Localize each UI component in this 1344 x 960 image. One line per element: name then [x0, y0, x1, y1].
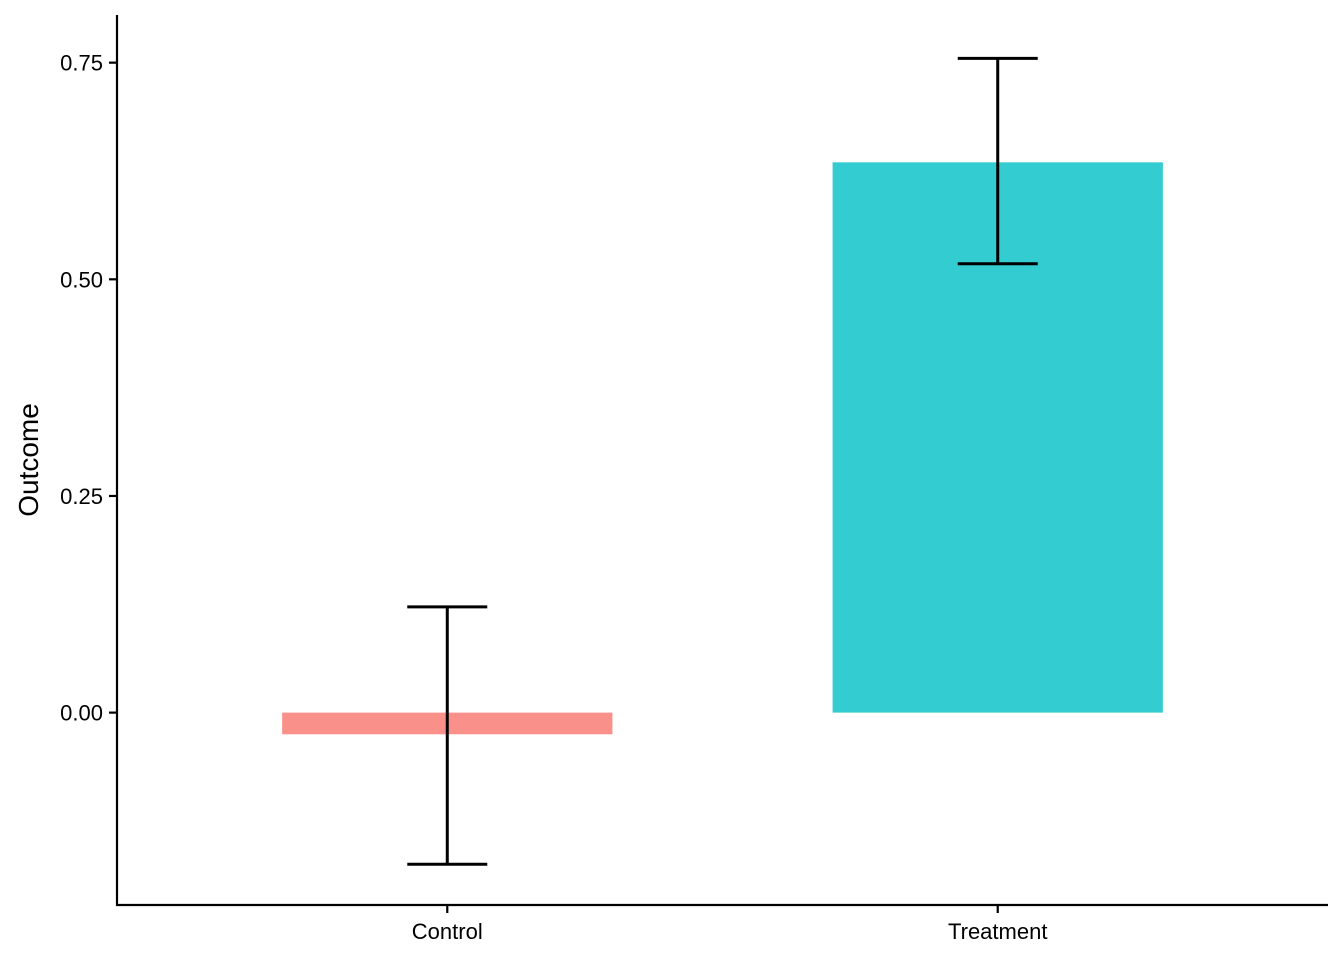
y-tick-label: 0.00	[60, 701, 103, 726]
x-tick-label: Treatment	[948, 919, 1047, 944]
axes-layer	[109, 15, 1328, 913]
y-tick-label: 0.25	[60, 484, 103, 509]
y-tick-label: 0.50	[60, 267, 103, 292]
error-bars-layer	[407, 56, 1038, 866]
y-tick-label: 0.75	[60, 51, 103, 76]
bars-layer	[282, 162, 1163, 735]
labels-layer: Outcome 0.00 0.25 0.50 0.75 Control Treatment	[13, 51, 1047, 944]
x-tick-label: Control	[412, 919, 483, 944]
y-axis-title: Outcome	[13, 403, 44, 517]
